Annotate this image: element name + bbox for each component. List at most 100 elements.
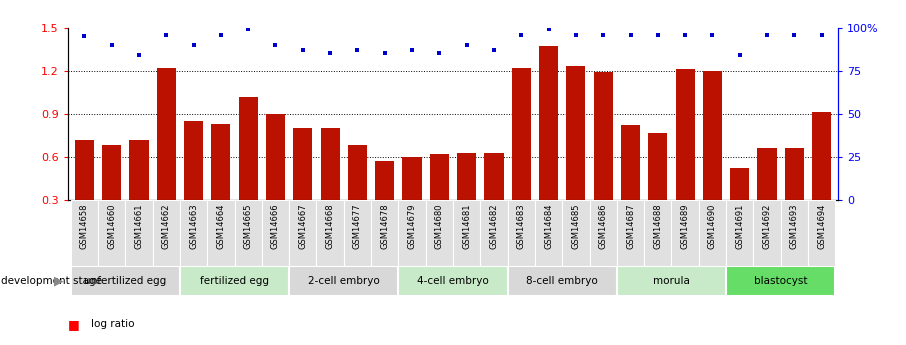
Point [787, 32, 802, 37]
Bar [535, 200, 563, 266]
Point [569, 32, 583, 37]
Point [405, 47, 419, 53]
Text: GSM14664: GSM14664 [217, 204, 226, 249]
Point [351, 47, 365, 53]
Point [705, 32, 719, 37]
Point [159, 32, 174, 37]
Bar [343, 200, 371, 266]
Bar [453, 200, 480, 266]
Bar [726, 200, 754, 266]
Point [487, 47, 501, 53]
Point [459, 42, 474, 48]
Bar [726, 266, 835, 296]
Bar [180, 200, 207, 266]
Text: GSM14691: GSM14691 [736, 204, 744, 249]
Text: GSM14666: GSM14666 [271, 204, 280, 249]
Point [214, 32, 228, 37]
Text: ■: ■ [68, 318, 80, 331]
Text: morula: morula [653, 276, 689, 286]
Bar [289, 200, 316, 266]
Bar [238, 97, 257, 243]
Text: GSM14685: GSM14685 [572, 204, 581, 249]
Text: GSM14662: GSM14662 [162, 204, 170, 249]
Point [623, 32, 638, 37]
Text: GSM14694: GSM14694 [817, 204, 826, 249]
Bar [730, 168, 749, 243]
Point [295, 47, 310, 53]
Text: GSM14682: GSM14682 [489, 204, 498, 249]
Point [432, 51, 447, 56]
Point [241, 27, 255, 32]
Bar [781, 200, 808, 266]
Bar [98, 200, 125, 266]
Bar [348, 146, 367, 243]
Bar [808, 200, 835, 266]
Text: GSM14684: GSM14684 [545, 204, 553, 249]
Bar [266, 114, 285, 243]
Bar [512, 68, 531, 243]
Text: GSM14693: GSM14693 [790, 204, 799, 249]
Point [378, 51, 392, 56]
Point [104, 42, 119, 48]
Text: unfertilized egg: unfertilized egg [84, 276, 167, 286]
Text: GSM14661: GSM14661 [134, 204, 143, 249]
Bar [426, 200, 453, 266]
Text: GSM14690: GSM14690 [708, 204, 717, 249]
Bar [812, 112, 831, 243]
Text: GSM14692: GSM14692 [763, 204, 772, 249]
Point [77, 33, 92, 39]
Text: GSM14665: GSM14665 [244, 204, 253, 249]
Bar [621, 125, 640, 243]
Bar [371, 200, 399, 266]
Bar [485, 152, 504, 243]
Bar [207, 200, 235, 266]
Bar [566, 66, 585, 243]
Bar [180, 266, 289, 296]
Text: 4-cell embryo: 4-cell embryo [417, 276, 489, 286]
Bar [458, 152, 477, 243]
Text: GSM14658: GSM14658 [80, 204, 89, 249]
Text: GSM14679: GSM14679 [408, 204, 417, 249]
Text: GSM14677: GSM14677 [353, 204, 361, 249]
Bar [399, 200, 426, 266]
Bar [671, 200, 699, 266]
Bar [152, 200, 180, 266]
Bar [235, 200, 262, 266]
Bar [102, 146, 121, 243]
Bar [703, 71, 722, 243]
Text: fertilized egg: fertilized egg [200, 276, 269, 286]
Point [323, 51, 337, 56]
Bar [676, 69, 695, 243]
Bar [539, 46, 558, 243]
Point [187, 42, 201, 48]
Text: GSM14663: GSM14663 [189, 204, 198, 249]
Point [760, 32, 775, 37]
Bar [593, 72, 612, 243]
Text: GSM14688: GSM14688 [653, 204, 662, 249]
Text: GSM14681: GSM14681 [462, 204, 471, 249]
Bar [617, 200, 644, 266]
Bar [563, 200, 590, 266]
Text: blastocyst: blastocyst [754, 276, 807, 286]
Bar [157, 68, 176, 243]
Text: 8-cell embryo: 8-cell embryo [526, 276, 598, 286]
Bar [294, 128, 313, 243]
Text: GSM14678: GSM14678 [381, 204, 390, 249]
Text: GSM14686: GSM14686 [599, 204, 608, 249]
Bar [289, 266, 399, 296]
Text: GSM14683: GSM14683 [516, 204, 525, 249]
Point [596, 32, 611, 37]
Point [651, 32, 665, 37]
Text: GSM14667: GSM14667 [298, 204, 307, 249]
Bar [130, 140, 149, 243]
Text: log ratio: log ratio [91, 319, 134, 329]
Bar [429, 154, 448, 243]
Bar [507, 266, 617, 296]
Text: GSM14680: GSM14680 [435, 204, 444, 249]
Point [541, 27, 555, 32]
Text: GSM14660: GSM14660 [107, 204, 116, 249]
Point [814, 32, 829, 37]
Point [131, 52, 146, 58]
Bar [262, 200, 289, 266]
Text: ▶: ▶ [53, 275, 63, 288]
